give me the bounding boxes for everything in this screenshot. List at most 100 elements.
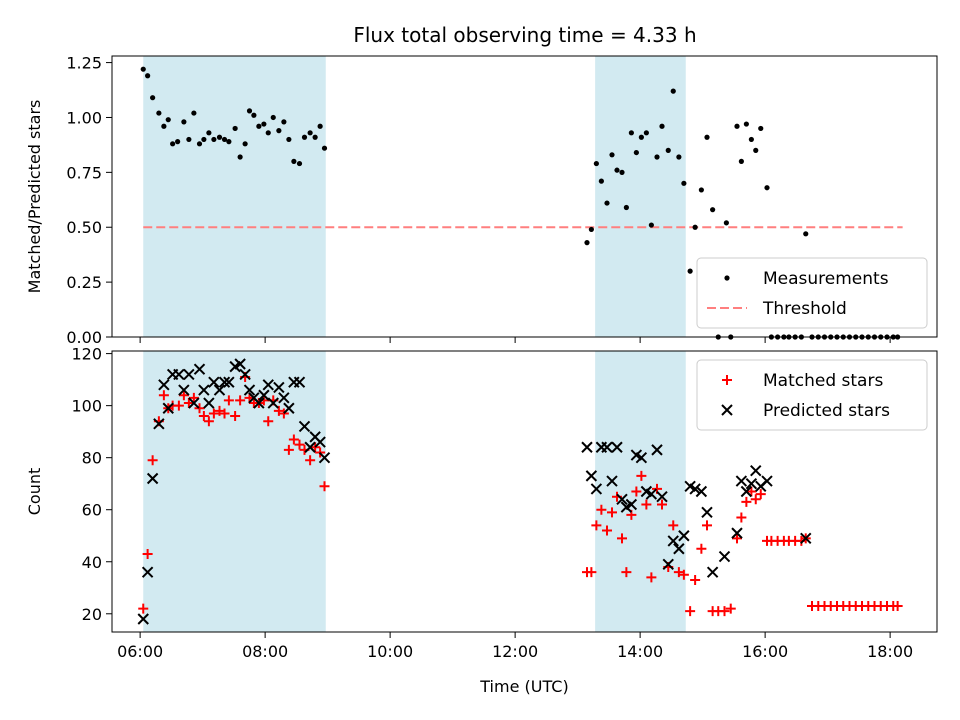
predicted-point-64 [735,475,748,487]
predicted-point-62 [718,550,731,563]
predicted-point-9 [183,368,195,381]
measurement-point-46 [628,130,634,136]
measurement-point-61 [710,207,716,213]
measurement-point-37 [584,240,590,246]
matched-point-58 [690,574,701,585]
predicted-point-65 [740,485,753,498]
matched-point-28 [278,408,289,419]
matched-point-25 [263,416,274,427]
measurement-point-39 [593,160,599,167]
measurement-point-19 [237,154,243,160]
measurement-point-26 [270,114,276,121]
matched-point-12 [198,411,209,422]
predicted-point-70 [800,532,812,545]
predicted-point-29 [283,402,295,414]
predicted-point-2 [146,472,159,485]
measurement-point-33 [307,130,313,136]
measurement-point-43 [614,167,620,173]
legend-predicted-marker [721,404,733,416]
measurement-point-15 [216,134,223,140]
ratio-y-tick-label-4: 1.00 [66,108,102,127]
measurement-point-20 [242,141,248,147]
measurement-point-78 [803,231,809,237]
ratio-panel: 0.00 0.25 0.50 0.75 1.00 1.25 Matched/Predicte… [25,54,938,347]
predicted-point-66 [745,477,758,490]
measurement-point-42 [609,152,615,158]
x-tick-label-5: 16:00 [742,642,788,661]
count-y-tick-label-2: 60 [82,501,102,520]
x-tick-label-6: 18:00 [867,642,913,661]
measurement-point-56 [681,180,687,186]
matched-point-47 [631,486,642,497]
matched-point-56 [678,569,689,580]
matched-point-68 [746,486,757,497]
ratio-y-tick-label-1: 0.25 [66,273,102,292]
measurement-point-17 [226,139,232,145]
count-legend: Matched stars Predicted stars [696,359,928,431]
measurement-point-25 [265,130,271,136]
count-axes-frame [111,350,938,633]
legend-label-1: Threshold [762,299,847,319]
predicted-point-59 [695,485,708,498]
measurement-point-54 [670,88,676,94]
matched-point-50 [646,572,657,583]
predicted-point-32 [298,420,311,433]
measurement-point-68 [748,136,754,143]
matched-point-18 [230,411,241,422]
measurement-point-18 [232,125,238,132]
matched-point-8 [178,390,189,401]
predicted-point-12 [198,384,210,396]
x-tick-label-3: 12:00 [492,642,538,661]
x-tick-label-4: 14:00 [617,642,663,661]
matched-point-64 [725,603,736,614]
matched-point-11 [194,403,205,414]
matched-point-1 [142,548,153,559]
count-y-tick-label-0: 20 [82,605,102,624]
measurement-point-32 [301,134,308,140]
matched-point-93 [892,600,903,611]
measurement-point-34 [312,134,318,140]
measurement-point-66 [738,158,744,164]
predicted-point-17 [223,376,235,388]
matched-point-39 [591,520,602,531]
count-y-tick-label-1: 40 [82,553,102,572]
predicted-point-0 [137,613,149,625]
matched-point-29 [283,444,294,455]
predicted-point-50 [645,488,658,500]
count-y-tick-label-4: 100 [71,397,102,416]
predicted-point-51 [651,444,663,456]
matched-point-44 [617,533,627,544]
measurement-point-50 [648,222,654,228]
predicted-point-14 [208,376,220,388]
predicted-point-38 [585,470,598,482]
ratio-shaded-span-0 [143,56,326,337]
matched-point-45 [621,567,632,578]
measurement-point-65 [734,123,740,129]
predicted-point-13 [203,397,215,409]
measurement-point-51 [654,154,660,160]
measurement-point-48 [638,134,644,140]
predicted-point-44 [616,493,628,506]
matched-point-66 [736,512,747,523]
predicted-point-31 [293,376,306,388]
predicted-point-24 [258,389,270,401]
matched-point-34 [310,442,321,453]
ratio-axes-frame [111,55,938,338]
matched-point-4 [158,390,169,401]
measurement-point-53 [665,147,671,153]
measurement-point-22 [251,112,257,118]
matched-point-49 [641,499,652,510]
measurement-point-2 [150,95,156,101]
matched-point-42 [607,507,617,518]
predicted-point-3 [153,418,165,430]
predicted-point-48 [635,451,648,464]
predicted-point-56 [678,530,690,542]
predicted-point-54 [667,535,679,547]
predicted-point-26 [267,397,279,409]
measurement-point-4 [161,123,167,129]
ratio-y-tick-label-2: 0.50 [66,218,102,237]
measurement-point-36 [321,145,328,151]
predicted-point-36 [318,451,331,464]
matched-point-13 [203,416,214,427]
matched-point-67 [741,496,752,507]
